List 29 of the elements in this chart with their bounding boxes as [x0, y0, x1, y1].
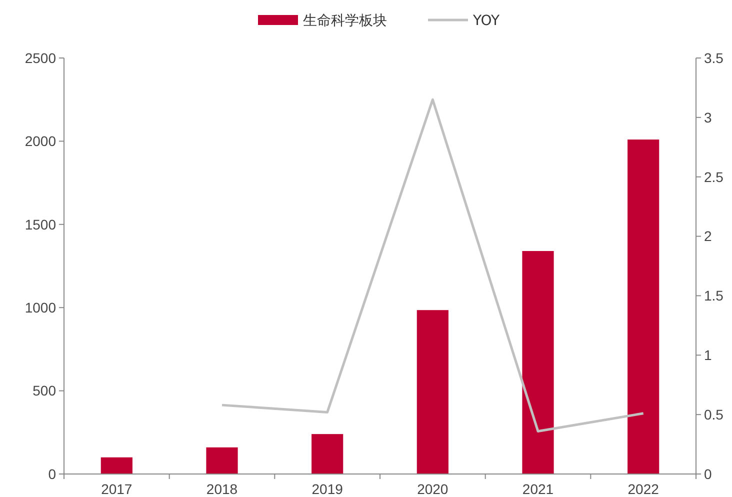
x-tick-label: 2022 [628, 481, 660, 497]
y2-tick-label: 3 [704, 109, 712, 126]
legend-label: YOY [472, 12, 500, 29]
y-tick-label: 0 [48, 466, 56, 482]
y2-tick-label: 1.5 [704, 288, 724, 304]
y2-tick-label: 2 [704, 228, 712, 244]
y-tick-label: 1500 [24, 216, 56, 232]
y-tick-label: 2000 [24, 133, 56, 150]
x-tick-label: 2019 [312, 481, 344, 497]
x-tick-label: 2021 [522, 481, 554, 497]
x-tick-label: 2017 [101, 481, 132, 497]
y-tick-label: 500 [32, 382, 56, 399]
legend-label: 生命科学板块 [303, 12, 387, 29]
y2-tick-label: 0 [704, 466, 712, 482]
line-series [220, 98, 645, 432]
bar [100, 457, 132, 474]
y-tick-label: 1000 [24, 300, 56, 316]
bar [312, 434, 344, 474]
bar [416, 310, 448, 474]
x-tick-label: 2020 [417, 481, 448, 497]
bar [628, 140, 660, 474]
x-tick-label: 2018 [206, 481, 238, 497]
y-tick-label: 2500 [24, 50, 56, 66]
y2-tick-label: 1 [704, 347, 712, 364]
y2-tick-label: 2.5 [704, 168, 724, 185]
bar [522, 251, 554, 474]
y2-tick-label: 0.5 [704, 406, 724, 422]
bar [206, 447, 238, 474]
y2-tick-label: 3.5 [704, 50, 724, 66]
